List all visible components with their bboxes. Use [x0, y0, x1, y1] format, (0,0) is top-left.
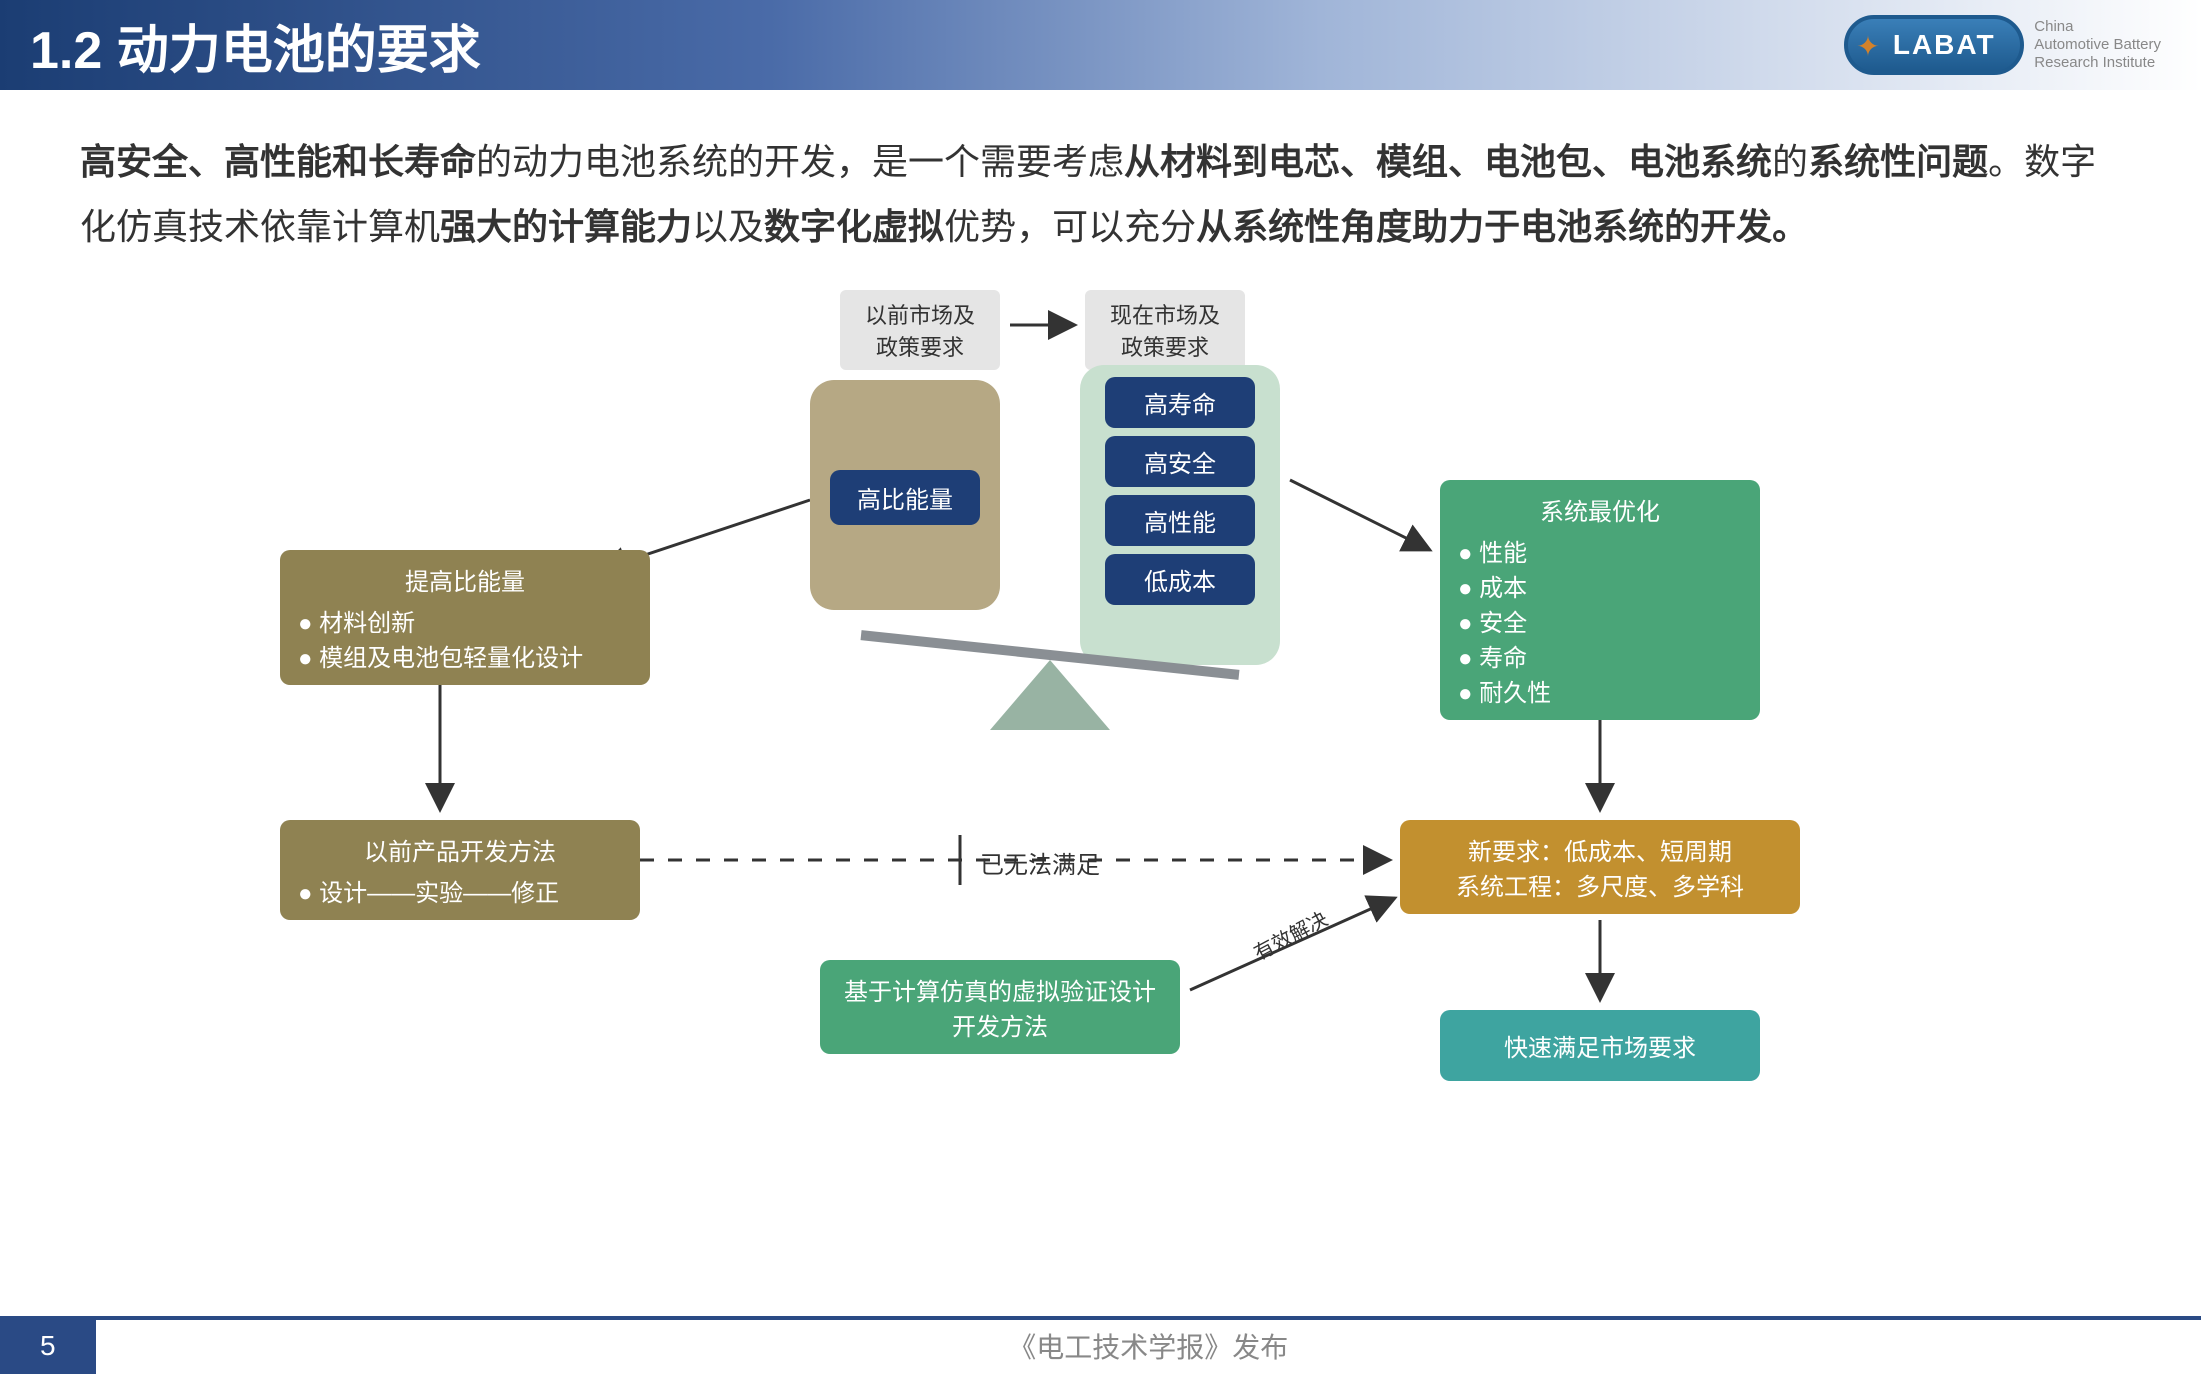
scale-base: [990, 660, 1110, 730]
box-system-optimize: 系统最优化 ● 性能 ● 成本 ● 安全 ● 寿命 ● 耐久性: [1440, 480, 1760, 720]
logo-area: ✦ LABAT China Automotive Battery Researc…: [1844, 15, 2161, 75]
pan-right-item-1: 高安全: [1105, 436, 1255, 487]
star-icon: ✦: [1856, 30, 1886, 60]
pan-right-item-0: 高寿命: [1105, 377, 1255, 428]
flowchart-diagram: 以前市场及政策要求 现在市场及政策要求 高比能量 高寿命 高安全 高性能 低成本…: [0, 280, 2201, 1100]
logo-text: LABAT: [1893, 29, 1996, 61]
box-improve-energy: 提高比能量 ● 材料创新 ● 模组及电池包轻量化设计: [280, 550, 650, 685]
box-simulation-method: 基于计算仿真的虚拟验证设计开发方法: [820, 960, 1180, 1054]
box-new-requirements: 新要求：低成本、短周期 系统工程：多尺度、多学科: [1400, 820, 1800, 914]
logo-badge: ✦ LABAT: [1844, 15, 2024, 75]
body-paragraph: 高安全、高性能和长寿命的动力电池系统的开发，是一个需要考虑从材料到电芯、模组、电…: [0, 90, 2201, 280]
pan-left-item: 高比能量: [830, 470, 980, 525]
page-title: 1.2 动力电池的要求: [30, 8, 481, 83]
pan-right-item-2: 高性能: [1105, 495, 1255, 546]
label-cannot-meet: 已无法满足: [980, 845, 1100, 880]
box-old-method: 以前产品开发方法 ● 设计——实验——修正: [280, 820, 640, 920]
box-meet-market: 快速满足市场要求: [1440, 1010, 1760, 1081]
label-prev-market: 以前市场及政策要求: [840, 290, 1000, 370]
label-effective-solve: 有效解决: [1248, 903, 1332, 966]
footer-text: 《电工技术学报》发布: [96, 1326, 2201, 1366]
page-number: 5: [0, 1318, 96, 1374]
label-now-market: 现在市场及政策要求: [1085, 290, 1245, 370]
logo-subtitle: China Automotive Battery Research Instit…: [2034, 18, 2161, 72]
footer: 5 《电工技术学报》发布: [0, 1316, 2201, 1376]
pan-right-item-3: 低成本: [1105, 554, 1255, 605]
scale-pan-right: 高寿命 高安全 高性能 低成本: [1080, 365, 1280, 665]
